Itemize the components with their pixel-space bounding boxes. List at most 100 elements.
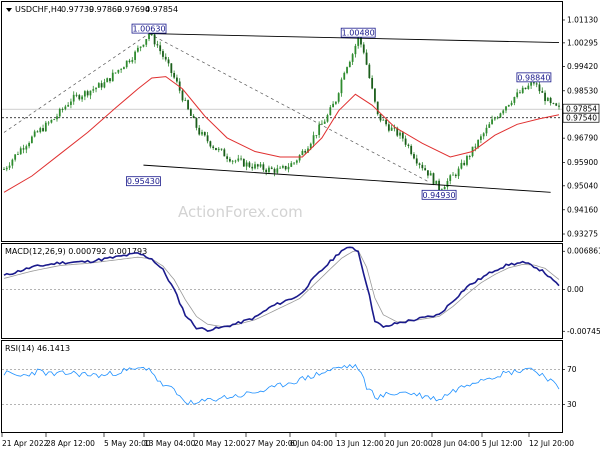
candle-body: [28, 142, 31, 147]
candle-body: [33, 131, 36, 137]
candle-body: [70, 101, 72, 105]
candle-body: [385, 119, 387, 125]
candle-body: [22, 148, 25, 150]
candle-body: [97, 83, 100, 88]
last-price-value: 0.97854: [566, 105, 597, 114]
candle-body: [360, 36, 362, 45]
candle-body: [404, 138, 407, 145]
candle-body: [452, 174, 454, 176]
candle-body: [340, 79, 343, 94]
candle-body: [334, 101, 337, 104]
candle-body: [39, 128, 42, 133]
candle-body: [499, 113, 502, 118]
candle-body: [153, 34, 156, 45]
candle-body: [496, 117, 499, 119]
candle-body: [348, 61, 351, 68]
candle-body: [532, 82, 535, 84]
candle-body: [30, 136, 33, 143]
close-value: 0.97854: [145, 5, 178, 14]
candle-body: [75, 94, 78, 96]
candle-body: [237, 158, 240, 161]
candle-body: [284, 165, 287, 170]
price-panel-frame: [1, 1, 563, 242]
candle-body: [279, 167, 282, 169]
candle-body: [19, 148, 22, 155]
candle-body: [270, 167, 273, 169]
candle-body: [546, 97, 549, 102]
candle-body: [92, 89, 95, 91]
candle-body: [460, 162, 463, 169]
time-axis-label: 27 May 20:00: [246, 439, 298, 448]
candle-body: [323, 121, 326, 124]
candle-body: [513, 96, 516, 103]
candle-body: [128, 60, 131, 62]
candle-body: [438, 180, 440, 191]
candle-body: [181, 90, 184, 101]
price-label: 1.00480: [342, 29, 375, 38]
candle-body: [480, 136, 482, 140]
candle-body: [298, 155, 301, 161]
candle-body: [203, 132, 206, 136]
macd-axis-label: 0.00: [567, 285, 584, 294]
candle-body: [293, 162, 295, 164]
candle-body: [231, 160, 234, 162]
candle-body: [223, 149, 226, 157]
dashed-trendline: [3, 33, 150, 133]
price-axis-label: 0.94160: [567, 205, 598, 214]
candle-body: [538, 84, 541, 92]
candle-body: [421, 164, 424, 169]
collapse-triangle-icon[interactable]: [6, 8, 12, 12]
candle-body: [273, 168, 276, 173]
price-axis-label: 0.95040: [567, 181, 598, 190]
candle-body: [240, 158, 242, 160]
candle-body: [410, 145, 413, 155]
candle-body: [248, 162, 251, 167]
candle-body: [351, 54, 354, 62]
candle-body: [3, 169, 5, 171]
candle-body: [176, 77, 178, 82]
candle-body: [134, 51, 136, 60]
candle-body: [159, 45, 162, 52]
time-axis-label: 12 Jul 20:00: [529, 439, 574, 448]
candle-body: [413, 154, 415, 159]
candle-body: [390, 127, 393, 131]
candle-body: [491, 119, 493, 125]
candle-body: [64, 106, 67, 110]
candle-body: [120, 69, 123, 70]
candle-body: [139, 46, 142, 48]
candle-body: [50, 119, 53, 123]
candle-body: [25, 146, 28, 150]
candle-body: [424, 168, 427, 171]
macd-main-line: [3, 246, 560, 332]
candle-body: [507, 104, 510, 107]
candle-body: [47, 122, 50, 124]
candle-body: [81, 96, 83, 100]
candle-body: [541, 91, 544, 93]
candle-body: [276, 168, 279, 173]
candle-body: [142, 44, 145, 47]
time-axis-label: 28 Jun 04:00: [432, 439, 480, 448]
watermark: ActionForex.com: [178, 203, 303, 221]
rsi-line: [3, 363, 560, 406]
rsi-panel-frame: [1, 340, 563, 433]
candle-body: [117, 69, 120, 73]
price-label: 0.95430: [127, 177, 160, 186]
price-axis-label: 0.98530: [567, 86, 598, 95]
macd-signal-line: [3, 250, 560, 327]
candle-body: [111, 72, 114, 82]
candle-body: [544, 92, 546, 102]
candle-body: [61, 109, 64, 110]
candle-body: [234, 160, 237, 162]
candle-body: [17, 154, 19, 156]
candle-body: [14, 154, 17, 160]
candle-body: [220, 148, 223, 150]
candle-body: [549, 97, 552, 104]
candle-body: [312, 135, 315, 144]
price-label-box: [340, 27, 376, 38]
price-axis-label: 1.01130: [567, 15, 598, 24]
candle-body: [401, 132, 404, 139]
candle-body: [332, 103, 334, 108]
candle-body: [354, 45, 357, 55]
time-axis-label: 13 Jun 12:00: [336, 439, 384, 448]
candle-body: [457, 168, 460, 177]
